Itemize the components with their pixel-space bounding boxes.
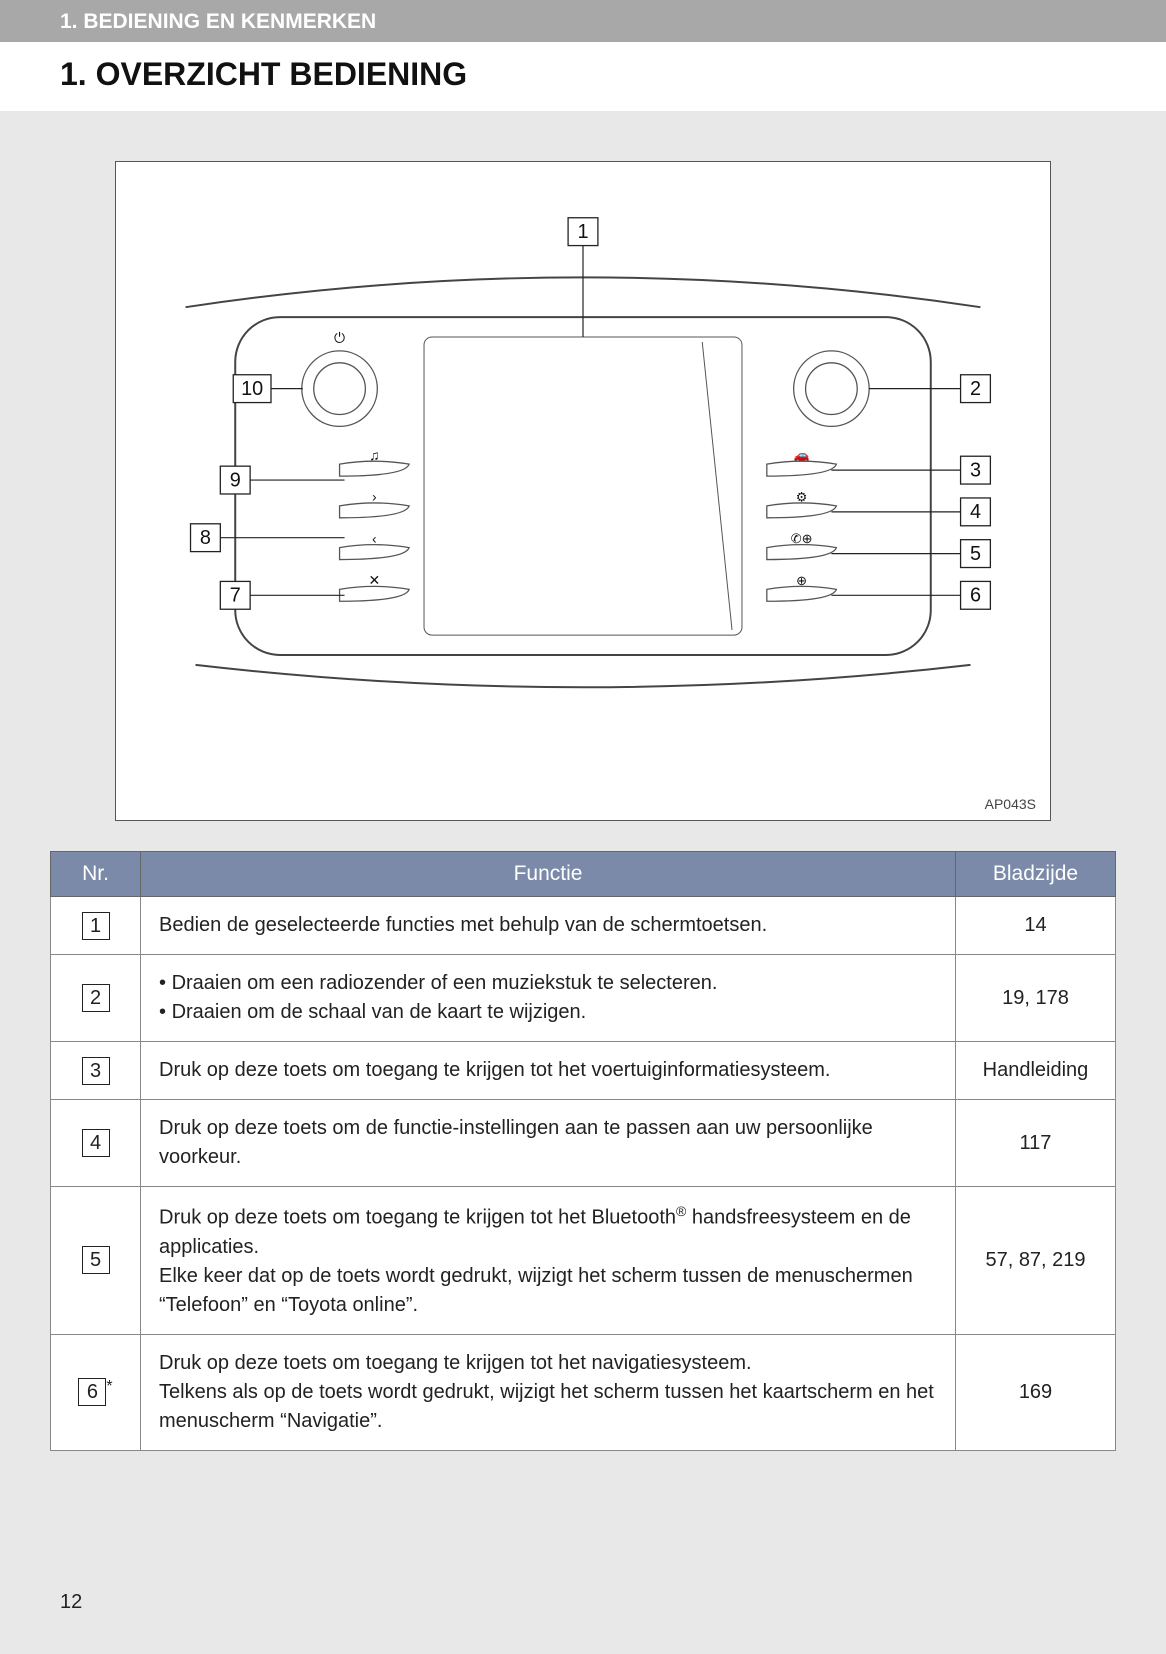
page-number: 12 xyxy=(60,1591,82,1614)
control-panel-diagram: ⏻ ♫ › ‹ ✕ 🚗 ⚙ ✆⊕ xyxy=(115,161,1051,821)
table-header-row: Nr. Functie Bladzijde xyxy=(51,852,1116,897)
nr-cell: 3 xyxy=(51,1042,141,1100)
chevron-right-icon: › xyxy=(372,489,377,505)
callout-3: 3 xyxy=(970,459,981,481)
nr-cell: 5 xyxy=(51,1187,141,1335)
nr-box: 1 xyxy=(82,912,110,940)
func-cell: Druk op deze toets om de functie-instell… xyxy=(141,1100,956,1187)
callout-4: 4 xyxy=(970,501,981,523)
func-cell: Druk op deze toets om toegang te krijgen… xyxy=(141,1187,956,1335)
table-row: 1 Bedien de geselecteerde functies met be… xyxy=(51,897,1116,955)
page-title: 1. OVERZICHT BEDIENING xyxy=(0,42,1166,111)
nr-cell: 4 xyxy=(51,1100,141,1187)
nr-box: 4 xyxy=(82,1129,110,1157)
callout-7: 7 xyxy=(230,585,241,607)
chevron-left-icon: ‹ xyxy=(372,530,377,546)
nr-box: 2 xyxy=(82,984,110,1012)
page-cell: Handleiding xyxy=(956,1042,1116,1100)
nr-box: 5 xyxy=(82,1246,110,1274)
callout-2: 2 xyxy=(970,378,981,400)
btn-right-4 xyxy=(767,586,837,601)
nr-cell: 2 xyxy=(51,955,141,1042)
gear-icon: ⚙ xyxy=(796,489,808,504)
section-header: 1. BEDIENING EN KENMERKEN xyxy=(0,0,1166,42)
left-buttons: ♫ › ‹ ✕ xyxy=(340,447,410,601)
func-cell: Druk op deze toets om toegang te krijgen… xyxy=(141,1042,956,1100)
page-cell: 19, 178 xyxy=(956,955,1116,1042)
mute-icon: ✕ xyxy=(369,572,381,588)
func-cell: Draaien om een radiozender of een muziek… xyxy=(141,955,956,1042)
btn-right-3 xyxy=(767,545,837,560)
table-row: 2 Draaien om een radiozender of een muzie… xyxy=(51,955,1116,1042)
btn-left-2 xyxy=(340,503,410,518)
car-icon: 🚗 xyxy=(794,448,810,463)
btn-left-1 xyxy=(340,461,410,476)
table-body: 1 Bedien de geselecteerde functies met be… xyxy=(51,897,1116,1451)
screen-edge xyxy=(702,342,732,630)
func-cell: Druk op deze toets om toegang te krijgen… xyxy=(141,1334,956,1450)
right-buttons: 🚗 ⚙ ✆⊕ ⊕ xyxy=(767,448,837,602)
btn-right-2 xyxy=(767,503,837,518)
nr-star: * xyxy=(106,1378,112,1395)
callout-9: 9 xyxy=(230,469,241,491)
feature-table: Nr. Functie Bladzijde 1 Bedien de geselec… xyxy=(50,851,1116,1451)
callout-1: 1 xyxy=(577,221,588,243)
diagram-code: AP043S xyxy=(985,796,1036,812)
nr-cell: 1 xyxy=(51,897,141,955)
btn-left-3 xyxy=(340,545,410,560)
page-cell: 14 xyxy=(956,897,1116,955)
table-row: 6*Druk op deze toets om toegang te krijg… xyxy=(51,1334,1116,1450)
func-cell: Bedien de geselecteerde functies met beh… xyxy=(141,897,956,955)
nr-box: 6 xyxy=(78,1378,106,1406)
th-func: Functie xyxy=(141,852,956,897)
power-icon: ⏻ xyxy=(334,330,345,346)
func-list-item: Draaien om een radiozender of een muziek… xyxy=(159,969,937,998)
th-nr: Nr. xyxy=(51,852,141,897)
phone-icon: ✆⊕ xyxy=(791,531,813,546)
right-knob-inner xyxy=(806,363,858,415)
dash-bottom-curve xyxy=(195,665,970,687)
screen-rect xyxy=(424,337,742,635)
func-list-item: Draaien om de schaal van de kaart te wij… xyxy=(159,998,937,1027)
diagram-svg: ⏻ ♫ › ‹ ✕ 🚗 ⚙ ✆⊕ xyxy=(116,162,1050,820)
table-row: 5 Druk op deze toets om toegang te krijge… xyxy=(51,1187,1116,1335)
callout-6: 6 xyxy=(970,585,981,607)
nr-box: 3 xyxy=(82,1057,110,1085)
page-cell: 57, 87, 219 xyxy=(956,1187,1116,1335)
content: ⏻ ♫ › ‹ ✕ 🚗 ⚙ ✆⊕ xyxy=(0,161,1166,1451)
music-icon: ♫ xyxy=(369,447,379,463)
table-row: 3 Druk op deze toets om toegang te krijge… xyxy=(51,1042,1116,1100)
section-label: 1. BEDIENING EN KENMERKEN xyxy=(60,10,376,33)
callout-10: 10 xyxy=(241,378,263,400)
callout-5: 5 xyxy=(970,543,981,565)
left-knob-inner xyxy=(314,363,366,415)
title-text: 1. OVERZICHT BEDIENING xyxy=(60,56,467,92)
page-cell: 117 xyxy=(956,1100,1116,1187)
nav-icon: ⊕ xyxy=(796,573,807,588)
callout-8: 8 xyxy=(200,527,211,549)
btn-right-1 xyxy=(767,461,837,476)
table-row: 4 Druk op deze toets om de functie-instel… xyxy=(51,1100,1116,1187)
btn-left-4 xyxy=(340,586,410,601)
page-cell: 169 xyxy=(956,1334,1116,1450)
th-page: Bladzijde xyxy=(956,852,1116,897)
nr-cell: 6* xyxy=(51,1334,141,1450)
